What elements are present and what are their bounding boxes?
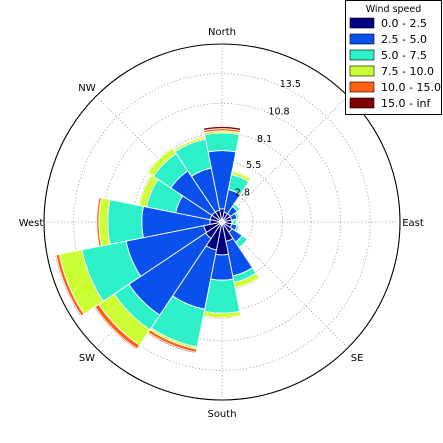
legend-entry-label: 7.5 - 10.0 <box>381 65 434 78</box>
radial-tick-label: 8.1 <box>257 134 272 145</box>
wedge-segment <box>54 254 82 318</box>
legend-swatch <box>349 17 375 29</box>
wedge-stack-s <box>202 221 242 320</box>
compass-label-north: North <box>208 27 236 38</box>
legend-swatch <box>349 65 375 77</box>
wedge-segment <box>231 169 252 180</box>
legend: Wind speed 0.0 - 2.5 2.5 - 5.0 5.0 - 7.5 7.… <box>345 0 442 115</box>
wedge-stack-ene <box>221 210 241 223</box>
wedge-segment <box>107 199 144 245</box>
axis-labels: North NW West SW South SE East 2.8 5.5 8.1 10.8 13.… <box>19 27 424 420</box>
legend-swatch <box>349 49 375 61</box>
radial-tick-label: 10.8 <box>268 106 289 117</box>
wedge-segment <box>146 146 174 174</box>
legend-items: 0.0 - 2.5 2.5 - 5.0 5.0 - 7.5 7.5 - 10.0 10.… <box>349 17 441 110</box>
wedge-stack-se <box>221 221 250 250</box>
legend-swatch <box>349 33 375 45</box>
wedge-segment <box>202 126 242 131</box>
angular-gridline <box>221 221 349 349</box>
legend-swatch <box>349 81 375 93</box>
legend-entry-label: 15.0 - inf <box>381 97 431 110</box>
compass-label-sw: SW <box>79 353 95 364</box>
radial-gridline <box>73 73 371 371</box>
wedge-stack-n <box>202 126 242 223</box>
compass-label-south: South <box>207 409 236 420</box>
legend-entry-label: 5.0 - 7.5 <box>381 49 427 62</box>
compass-label-nw: NW <box>78 83 95 94</box>
wedge-segment <box>96 197 102 247</box>
legend-entry-label: 10.0 - 15.0 <box>381 81 441 94</box>
wedge-segment <box>172 135 206 151</box>
legend-entry-label: 2.5 - 5.0 <box>381 33 427 46</box>
radial-gridline <box>102 102 342 342</box>
legend-title: Wind speed <box>366 4 422 15</box>
compass-label-west: West <box>19 218 44 229</box>
legend-swatch <box>349 97 375 109</box>
radial-tick-label: 5.5 <box>246 160 261 171</box>
radial-gridline <box>161 161 283 283</box>
wedge-stack-w <box>96 197 223 247</box>
wedge-stack-nnw <box>172 135 223 223</box>
wedge-segment <box>204 132 240 153</box>
compass-label-east: East <box>402 218 424 229</box>
radial-tick-label: 2.8 <box>235 188 250 199</box>
wedge-stack-sse <box>221 221 261 290</box>
radial-tick-label: 13.5 <box>280 79 301 90</box>
wedge-stack-ne <box>221 202 242 223</box>
wedge-segment <box>235 210 241 220</box>
legend-entry-label: 0.0 - 2.5 <box>381 17 427 30</box>
wedge-stack-sw <box>93 221 223 351</box>
angular-gridline <box>221 95 349 223</box>
wedge-segment <box>235 218 238 226</box>
wedge-segment <box>233 202 242 211</box>
wind-rose-wedges <box>54 126 261 355</box>
wedge-stack-nne <box>221 169 252 223</box>
wedge-stack-nw <box>146 146 223 223</box>
compass-label-se: SE <box>351 353 364 364</box>
